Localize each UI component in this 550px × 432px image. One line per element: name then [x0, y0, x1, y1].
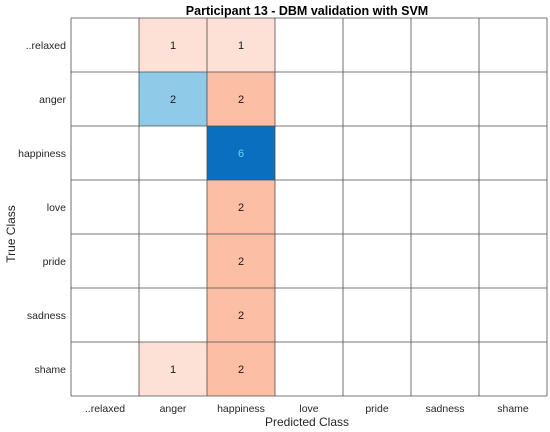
matrix-cell-r0-c3	[275, 18, 343, 72]
x-tick-labels: ..relaxed anger happiness love pride sadness s…	[85, 403, 529, 415]
x-tick-label: ..relaxed	[85, 403, 125, 415]
x-tick-label: anger	[160, 403, 187, 415]
matrix-cell-r3-c3	[275, 180, 343, 234]
matrix-cell-r1-c0	[71, 72, 139, 126]
y-tick-labels: ..relaxed anger happiness love pride sadness s…	[18, 40, 66, 376]
cell-value-r0-c1: 1	[170, 40, 176, 52]
matrix-cell-r1-c6	[479, 72, 547, 126]
y-tick-label: love	[47, 202, 66, 214]
matrix-gridlines	[70, 17, 548, 397]
cell-value-r4-c2: 2	[238, 256, 244, 268]
matrix-cell-r4-c4	[343, 234, 411, 288]
matrix-cell-r2-c3	[275, 126, 343, 180]
matrix-cell-r1-c5	[411, 72, 479, 126]
matrix-cell-r4-c0	[71, 234, 139, 288]
x-tick-label: shame	[497, 403, 529, 415]
x-tick-label: sadness	[425, 403, 464, 415]
matrix-cell-r3-c1	[139, 180, 207, 234]
matrix-cell-r3-c2	[207, 180, 275, 234]
cell-value-r1-c2: 2	[238, 94, 244, 106]
x-axis-label: Predicted Class	[265, 415, 349, 429]
matrix-cell-r2-c1	[139, 126, 207, 180]
matrix-cell-r6-c6	[479, 342, 547, 396]
matrix-cell-r1-c4	[343, 72, 411, 126]
x-tick-label: happiness	[217, 403, 265, 415]
matrix-cell-r5-c2	[207, 288, 275, 342]
matrix-cell-r0-c6	[479, 18, 547, 72]
matrix-cell-r3-c6	[479, 180, 547, 234]
matrix-cell-r1-c3	[275, 72, 343, 126]
matrix-cell-r1-c1	[139, 72, 207, 126]
cell-value-r0-c2: 1	[238, 40, 244, 52]
matrix-cell-r2-c2	[207, 126, 275, 180]
y-tick-label: anger	[39, 94, 66, 106]
matrix-cell-labels: 1 1 2 2 6 2 2 2 1 2	[170, 40, 244, 376]
matrix-cell-r6-c0	[71, 342, 139, 396]
matrix-cell-r3-c4	[343, 180, 411, 234]
x-tick-label: love	[299, 403, 318, 415]
y-axis-label: True Class	[4, 205, 18, 263]
y-tick-label: sadness	[27, 310, 66, 322]
matrix-cell-r6-c1	[139, 342, 207, 396]
y-tick-label: happiness	[18, 148, 66, 160]
matrix-cell-r0-c0	[71, 18, 139, 72]
matrix-cell-r3-c0	[71, 180, 139, 234]
matrix-cells	[71, 18, 547, 396]
matrix-cell-r2-c4	[343, 126, 411, 180]
matrix-cell-r4-c5	[411, 234, 479, 288]
matrix-cell-r5-c3	[275, 288, 343, 342]
cell-value-r5-c2: 2	[238, 310, 244, 322]
cell-value-r6-c1: 1	[170, 364, 176, 376]
matrix-cell-r0-c5	[411, 18, 479, 72]
matrix-cell-r6-c3	[275, 342, 343, 396]
x-tick-label: pride	[365, 403, 389, 415]
matrix-cell-r4-c6	[479, 234, 547, 288]
matrix-cell-r4-c2	[207, 234, 275, 288]
y-tick-label: ..relaxed	[26, 40, 66, 52]
matrix-cell-r5-c5	[411, 288, 479, 342]
matrix-cell-r6-c4	[343, 342, 411, 396]
matrix-cell-r5-c6	[479, 288, 547, 342]
y-tick-label: pride	[43, 256, 67, 268]
y-tick-label: shame	[34, 364, 66, 376]
chart-title: Participant 13 - DBM validation with SVM	[186, 4, 428, 18]
matrix-cell-r1-c2	[207, 72, 275, 126]
matrix-cell-r4-c3	[275, 234, 343, 288]
matrix-cell-r6-c2	[207, 342, 275, 396]
matrix-cell-r6-c5	[411, 342, 479, 396]
matrix-cell-r2-c6	[479, 126, 547, 180]
matrix-cell-r0-c4	[343, 18, 411, 72]
matrix-cell-r0-c2	[207, 18, 275, 72]
cell-value-r1-c1: 2	[170, 94, 176, 106]
matrix-cell-r5-c0	[71, 288, 139, 342]
matrix-cell-r2-c0	[71, 126, 139, 180]
cell-value-r6-c2: 2	[238, 364, 244, 376]
cell-value-r3-c2: 2	[238, 202, 244, 214]
matrix-cell-r5-c1	[139, 288, 207, 342]
cell-value-r2-c2: 6	[238, 148, 244, 160]
matrix-cell-r2-c5	[411, 126, 479, 180]
matrix-cell-r3-c5	[411, 180, 479, 234]
matrix-cell-r4-c1	[139, 234, 207, 288]
matrix-cell-r5-c4	[343, 288, 411, 342]
matrix-cell-r0-c1	[139, 18, 207, 72]
